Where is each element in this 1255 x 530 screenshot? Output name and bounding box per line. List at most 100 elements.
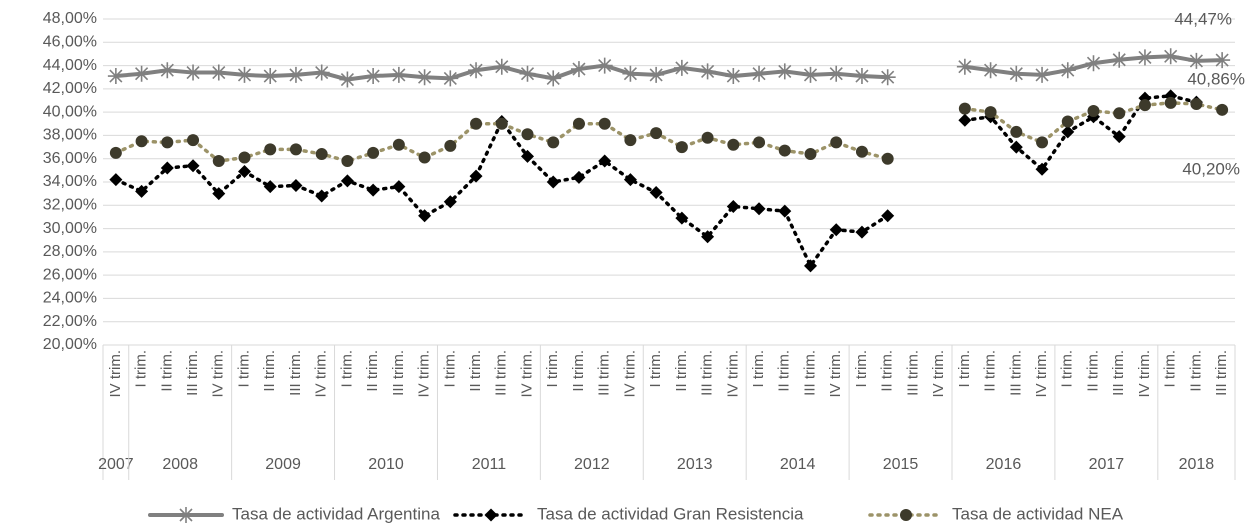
marker xyxy=(390,66,407,83)
legend-label: Tasa de actividad NEA xyxy=(952,504,1124,523)
year-label: 2010 xyxy=(368,456,404,473)
marker xyxy=(210,64,227,81)
x-tick-label: II trim. xyxy=(879,350,896,392)
x-tick-label: III trim. xyxy=(287,350,304,396)
year-label: 2007 xyxy=(98,456,134,473)
x-tick-label: I trim. xyxy=(1059,350,1076,388)
x-tick-label: IV trim. xyxy=(724,350,741,398)
marker xyxy=(1112,130,1126,144)
marker xyxy=(804,148,817,161)
marker xyxy=(853,68,870,85)
marker xyxy=(570,61,587,78)
marker xyxy=(238,165,251,179)
marker xyxy=(109,173,123,187)
marker xyxy=(855,145,868,158)
marker xyxy=(648,66,665,83)
marker xyxy=(212,155,225,168)
y-tick-label: 24,00% xyxy=(43,290,97,307)
marker xyxy=(1136,49,1153,66)
marker xyxy=(958,113,972,127)
year-label: 2009 xyxy=(265,456,301,473)
x-tick-label: III trim. xyxy=(390,350,407,396)
marker xyxy=(778,204,792,218)
year-label: 2008 xyxy=(162,456,198,473)
marker xyxy=(598,154,612,168)
marker xyxy=(442,70,459,87)
year-label: 2015 xyxy=(883,456,919,473)
marker xyxy=(958,102,971,115)
marker xyxy=(236,66,253,83)
x-tick-label: II trim. xyxy=(467,350,484,392)
marker xyxy=(596,57,613,74)
marker xyxy=(598,117,611,130)
y-tick-label: 26,00% xyxy=(43,266,97,283)
x-tick-label: III trim. xyxy=(1213,350,1230,396)
marker xyxy=(1214,52,1231,69)
marker xyxy=(1085,55,1102,72)
marker xyxy=(726,199,740,213)
marker xyxy=(572,170,586,184)
marker xyxy=(1061,125,1075,139)
x-tick-label: IV trim. xyxy=(827,350,844,398)
y-tick-label: 32,00% xyxy=(43,197,97,214)
x-tick-label: III trim. xyxy=(699,350,716,396)
marker xyxy=(315,148,328,161)
marker xyxy=(1036,136,1049,149)
marker xyxy=(1162,48,1179,65)
marker xyxy=(1009,140,1023,154)
x-tick-label: I trim. xyxy=(441,350,458,388)
marker xyxy=(701,230,715,244)
marker xyxy=(444,139,457,152)
marker xyxy=(339,71,356,88)
marker xyxy=(109,146,122,159)
x-tick-label: II trim. xyxy=(1084,350,1101,392)
marker xyxy=(484,508,498,522)
data-label: 40,86% xyxy=(1187,69,1245,88)
x-tick-label: I trim. xyxy=(338,350,355,388)
marker xyxy=(521,149,534,163)
series-line xyxy=(114,94,1199,270)
marker xyxy=(673,59,690,76)
marker xyxy=(521,128,534,141)
data-label: 40,20% xyxy=(1182,159,1240,178)
x-tick-label: I trim. xyxy=(750,350,767,388)
marker xyxy=(262,68,279,85)
marker xyxy=(287,66,304,83)
x-tick-label: II trim. xyxy=(261,350,278,392)
marker xyxy=(416,69,433,86)
year-label: 2011 xyxy=(472,456,507,473)
marker xyxy=(727,138,740,151)
marker xyxy=(289,178,303,192)
marker xyxy=(159,62,176,79)
marker xyxy=(135,184,149,198)
marker xyxy=(519,65,536,82)
marker xyxy=(545,70,562,87)
marker xyxy=(1010,125,1023,138)
marker xyxy=(701,131,714,144)
marker xyxy=(1061,115,1074,128)
marker xyxy=(984,106,997,119)
marker xyxy=(675,211,689,225)
y-tick-label: 46,00% xyxy=(43,34,97,51)
marker xyxy=(1087,104,1100,117)
marker xyxy=(365,68,382,85)
marker xyxy=(340,174,354,188)
x-tick-label: IV trim. xyxy=(1033,350,1050,398)
marker xyxy=(1164,96,1177,109)
marker xyxy=(828,65,845,82)
marker xyxy=(623,173,637,187)
legend-label: Tasa de actividad Gran Resistencia xyxy=(537,504,804,523)
marker xyxy=(107,68,124,85)
marker xyxy=(1035,162,1049,176)
marker xyxy=(495,117,508,130)
legend-item: Tasa de actividad Gran Resistencia xyxy=(453,504,804,523)
x-tick-label: I trim. xyxy=(956,350,973,388)
marker xyxy=(881,152,894,165)
marker xyxy=(1138,99,1151,112)
y-tick-label: 42,00% xyxy=(43,80,97,97)
legend-item: Tasa de actividad Argentina xyxy=(148,504,440,523)
marker xyxy=(751,65,768,82)
x-tick-label: I trim. xyxy=(647,350,664,388)
x-tick-label: IV trim. xyxy=(621,350,638,398)
